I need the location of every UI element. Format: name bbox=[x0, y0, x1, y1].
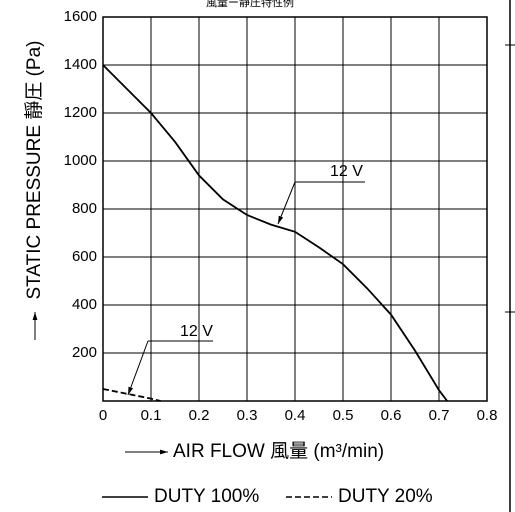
series-line bbox=[102, 64, 448, 402]
y-tick-label: 1600 bbox=[64, 8, 97, 25]
x-tick-label: 0.6 bbox=[381, 407, 402, 424]
x-axis-label: AIR FLOW 風量 (m³/min) bbox=[173, 441, 384, 462]
y-tick-label: 1000 bbox=[64, 152, 97, 169]
series-line bbox=[102, 388, 161, 402]
annotation-leader bbox=[127, 340, 149, 396]
x-tick-label: 0.8 bbox=[477, 407, 498, 424]
x-tick-label: 0.7 bbox=[429, 407, 450, 424]
x-tick-label: 0 bbox=[99, 407, 107, 424]
annotation: 12 V bbox=[180, 323, 213, 340]
legend-label: DUTY 20% bbox=[338, 486, 433, 507]
y-tick-label: 1200 bbox=[64, 104, 97, 121]
y-axis-label: STATIC PRESSURE 靜圧 (Pa) bbox=[23, 41, 45, 300]
annotation-leader bbox=[277, 181, 296, 225]
legend-label: DUTY 100% bbox=[154, 486, 259, 507]
annotation: 12 V bbox=[330, 163, 363, 180]
x-tick-label: 0.4 bbox=[285, 407, 306, 424]
y-tick-label: 600 bbox=[72, 248, 97, 265]
x-tick-label: 0.5 bbox=[333, 407, 354, 424]
chart-title: 風量ー靜圧特性例 bbox=[206, 0, 294, 9]
y-tick-label: 800 bbox=[72, 200, 97, 217]
y-tick-label: 1400 bbox=[64, 56, 97, 73]
x-tick-label: 0.1 bbox=[141, 407, 162, 424]
y-tick-label: 400 bbox=[72, 296, 97, 313]
x-tick-label: 0.3 bbox=[237, 407, 258, 424]
y-tick-label: 200 bbox=[72, 344, 97, 361]
x-tick-label: 0.2 bbox=[189, 407, 210, 424]
